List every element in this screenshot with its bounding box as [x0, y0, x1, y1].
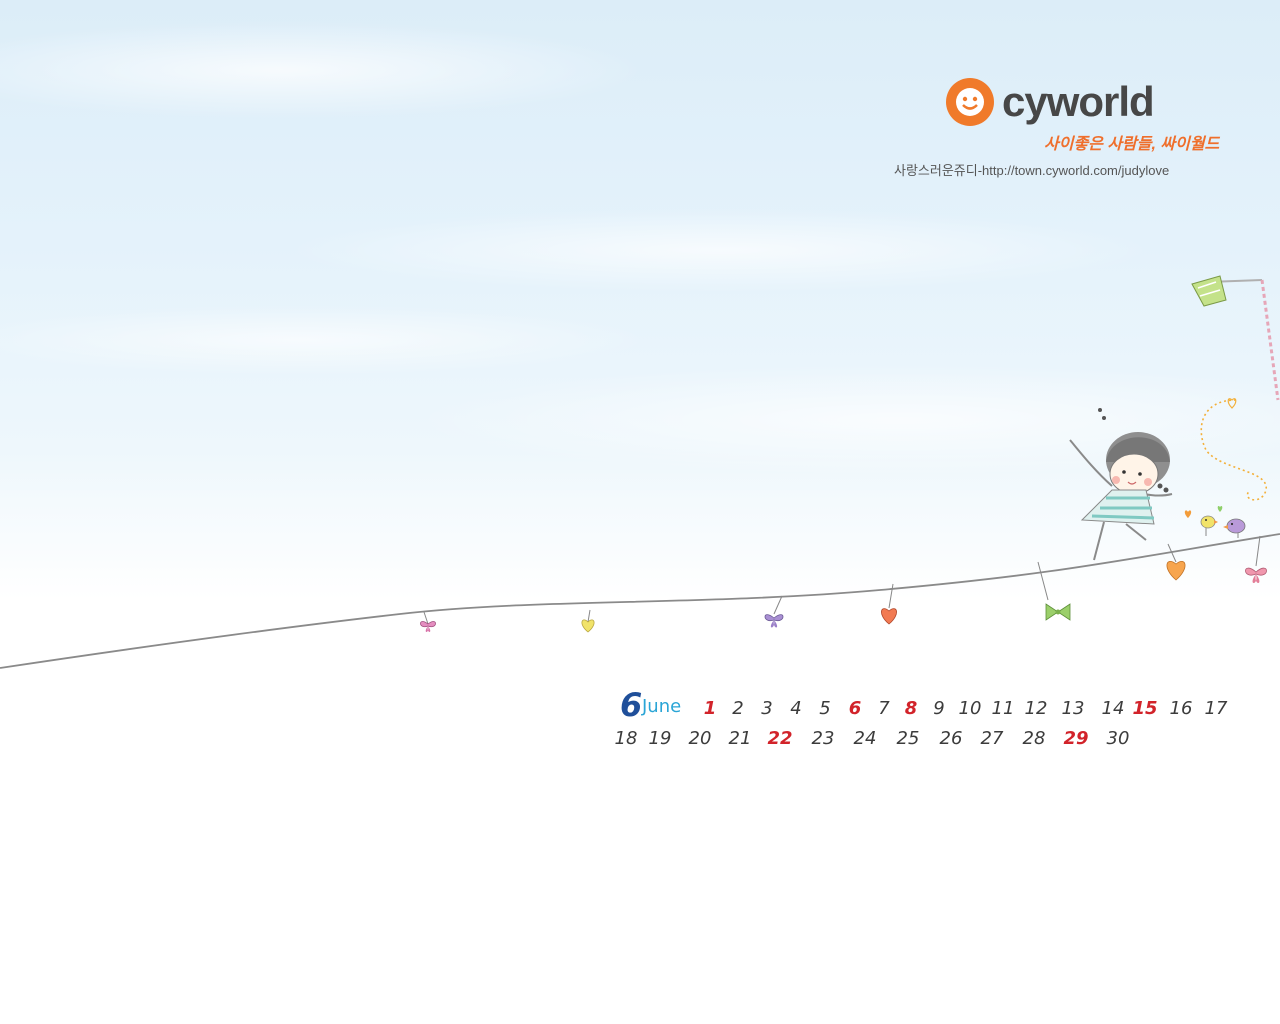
calendar-day: 27 [980, 728, 1004, 749]
hanging-line [0, 533, 1280, 669]
calendar-day: 11 [991, 698, 1015, 719]
calendar-day: 25 [896, 728, 920, 749]
heart-icon [581, 609, 595, 633]
bow-icon [1037, 561, 1071, 621]
calendar-day: 2 [732, 698, 744, 719]
butterfly-icon [420, 611, 436, 632]
calendar-day: 10 [958, 698, 982, 719]
calendar-day: 12 [1024, 698, 1048, 719]
month-number: 6 [620, 686, 643, 724]
credit-text: 사랑스러운쥬디-http://town.cyworld.com/judylove [894, 163, 1170, 178]
heart-icon [1184, 510, 1192, 518]
calendar-day: 4 [790, 698, 802, 719]
calendar-day: 17 [1204, 698, 1228, 719]
calendar-day: 16 [1169, 698, 1193, 719]
calendar-day: 24 [853, 728, 877, 749]
calendar-day: 20 [688, 728, 712, 749]
heart-icon [1217, 505, 1223, 512]
calendar-day: 23 [811, 728, 835, 749]
bird-icon [1200, 515, 1218, 536]
calendar-day: 8 [904, 698, 918, 719]
calendar-day: 28 [1022, 728, 1046, 749]
calendar-day: 29 [1063, 728, 1089, 749]
calendar-day: 26 [939, 728, 963, 749]
calendar: 6 June 1 2 3 4 5 6 7 8 9 10 11 12 13 14 15 16 17 18 19 20 21… [615, 686, 1258, 756]
calendar-day: 15 [1132, 698, 1158, 719]
calendar-day: 18 [614, 728, 638, 749]
calendar-day: 14 [1101, 698, 1125, 719]
calendar-day: 3 [761, 698, 773, 719]
sky-background [0, 0, 1280, 600]
brand-slogan: 사이좋은 사람들, 싸이월드 [1044, 136, 1220, 153]
bird-icon [1223, 518, 1246, 538]
calendar-day: 6 [848, 698, 862, 719]
heart-icon [1227, 398, 1237, 409]
calendar-day: 22 [767, 728, 793, 749]
heart-icon [1166, 543, 1186, 581]
brand-name: cyworld [1002, 78, 1155, 125]
calendar-day: 30 [1106, 728, 1130, 749]
smiley-icon [946, 78, 994, 126]
calendar-day: 7 [878, 698, 890, 719]
butterfly-icon [1245, 535, 1267, 583]
month-name: June [642, 696, 682, 717]
calendar-day: 19 [648, 728, 672, 749]
calendar-day: 9 [933, 698, 945, 719]
girl-figure [1069, 408, 1173, 561]
dotted-swirl [1200, 399, 1267, 501]
calendar-day: 5 [819, 698, 831, 719]
butterfly-icon [764, 595, 784, 628]
heart-icon [881, 583, 897, 625]
calendar-day: 21 [728, 728, 752, 749]
calendar-day: 13 [1061, 698, 1085, 719]
calendar-day: 1 [703, 698, 717, 719]
cyworld-logo: cyworld 사이좋은 사람들, 싸이월드 [944, 74, 1219, 164]
kite-icon [1191, 275, 1280, 401]
